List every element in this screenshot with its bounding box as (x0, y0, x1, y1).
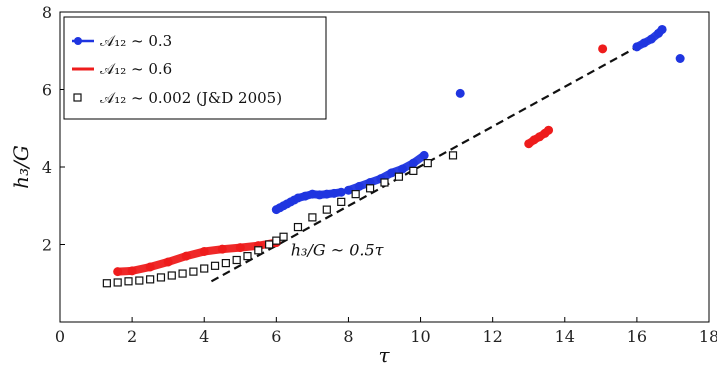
y-axis-title: h₃/G (9, 145, 33, 189)
trend-line-annotation: h₃/G ~ 0.5τ (291, 240, 385, 259)
series-1-point (544, 125, 554, 135)
series-0-point (408, 158, 418, 168)
series-2-point (200, 264, 209, 273)
series-0-point (336, 187, 346, 197)
x-tick-label: 4 (199, 327, 209, 346)
series-2-point (265, 240, 274, 249)
x-tick-label: 14 (555, 327, 575, 346)
series-2-point (308, 213, 317, 222)
series-2-point (102, 279, 111, 288)
axis-ticks: 0 2 4 6 8 10 12 14 16 18 2 4 6 8 (42, 3, 717, 346)
series-0-point (293, 193, 303, 203)
series-2-point (221, 259, 230, 268)
series-0 (271, 24, 685, 215)
series-1-point (163, 257, 173, 267)
series-0-point (322, 189, 332, 199)
x-tick-label: 12 (482, 327, 502, 346)
series-2-point (178, 269, 187, 278)
y-tick-label: 6 (42, 81, 52, 100)
series-2-point (448, 151, 458, 160)
series-0-point (315, 190, 325, 200)
series-0-point (343, 185, 353, 195)
x-tick-label: 2 (127, 327, 137, 346)
series-2-point (394, 172, 404, 181)
series-2-point (365, 184, 375, 193)
x-tick-label: 6 (271, 327, 281, 346)
series-1-point (217, 244, 227, 254)
legend-entry-series-0: 𝒜₁₂ ~ 0.3 (72, 32, 172, 50)
series-2-point (189, 267, 198, 276)
series-0-point (657, 24, 667, 34)
series-2-point (146, 275, 155, 284)
y-tick-label: 4 (42, 158, 52, 177)
series-2-point (210, 261, 220, 270)
x-tick-label: 0 (55, 327, 65, 346)
x-tick-label: 8 (343, 327, 353, 346)
legend-label-series-1: 𝒜₁₂ ~ 0.6 (100, 60, 172, 78)
series-0-point (307, 189, 317, 199)
series-2-point (279, 232, 288, 241)
series-2 (102, 151, 458, 288)
series-2-point (124, 277, 133, 286)
series-2-point (293, 222, 303, 232)
series-2-point (232, 255, 241, 265)
x-tick-label: 10 (410, 327, 430, 346)
series-1-point (199, 246, 209, 256)
series-2-point (423, 159, 432, 168)
series-1-point (181, 251, 191, 261)
series-1-point (598, 44, 608, 54)
series-1-point (127, 266, 137, 276)
series-0-point (419, 150, 429, 160)
data-points (102, 24, 685, 288)
series-0-point (398, 164, 408, 174)
legend-entry-series-2: 𝒜₁₂ ~ 0.002 (J&D 2005) (73, 89, 282, 107)
x-axis-title: τ (378, 343, 390, 367)
y-tick-label: 8 (42, 3, 52, 22)
series-2-point (272, 236, 281, 245)
series-1-segment (113, 238, 281, 276)
legend-entry-series-1: 𝒜₁₂ ~ 0.6 (72, 60, 172, 78)
legend-label-series-2: 𝒜₁₂ ~ 0.002 (J&D 2005) (100, 89, 282, 107)
series-1-point (235, 243, 245, 253)
series-0-point (329, 188, 339, 198)
legend-marker-series-0 (74, 37, 82, 45)
legend-label-series-0: 𝒜₁₂ ~ 0.3 (100, 32, 172, 50)
x-tick-label: 16 (627, 327, 647, 346)
x-tick-label: 18 (699, 327, 717, 346)
series-2-point (409, 166, 418, 175)
series-2-point (135, 276, 144, 285)
series-0-point (646, 34, 656, 44)
series-2-point (254, 246, 263, 255)
series-2-point (322, 205, 331, 214)
series-0-point (354, 181, 364, 191)
series-2-point (337, 197, 346, 206)
series-2-point (351, 190, 360, 199)
y-tick-label: 2 (42, 236, 52, 255)
series-2-point (167, 271, 176, 280)
legend-box (63, 16, 327, 120)
series-0-point (632, 42, 642, 52)
series-0-point (387, 168, 397, 178)
series-0-point (300, 191, 310, 201)
series-1-point (145, 262, 155, 272)
series-0-point (639, 38, 649, 48)
series-2-point (156, 273, 166, 282)
series-1-point (113, 267, 123, 277)
series-0-point (675, 54, 685, 63)
legend: 𝒜₁₂ ~ 0.3 𝒜₁₂ ~ 0.6 𝒜₁₂ ~ 0.002 (J&D 200… (63, 16, 327, 120)
series-2-point (380, 178, 389, 187)
legend-marker-series-2 (73, 93, 82, 102)
series-2-point (243, 252, 252, 261)
series-2-point (113, 278, 122, 287)
series-0-point (455, 88, 465, 98)
